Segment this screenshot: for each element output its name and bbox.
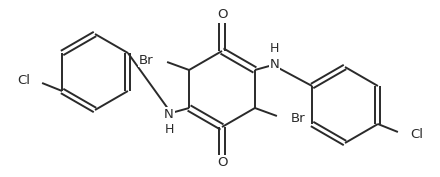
Text: N: N — [164, 107, 174, 121]
Text: Br: Br — [291, 112, 305, 124]
Text: O: O — [217, 8, 227, 21]
Text: O: O — [217, 156, 227, 170]
Text: H: H — [165, 123, 174, 136]
Text: Br: Br — [139, 53, 153, 67]
Text: H: H — [270, 42, 279, 55]
Text: N: N — [270, 58, 280, 70]
Text: Cl: Cl — [17, 75, 30, 87]
Text: Cl: Cl — [410, 127, 423, 141]
